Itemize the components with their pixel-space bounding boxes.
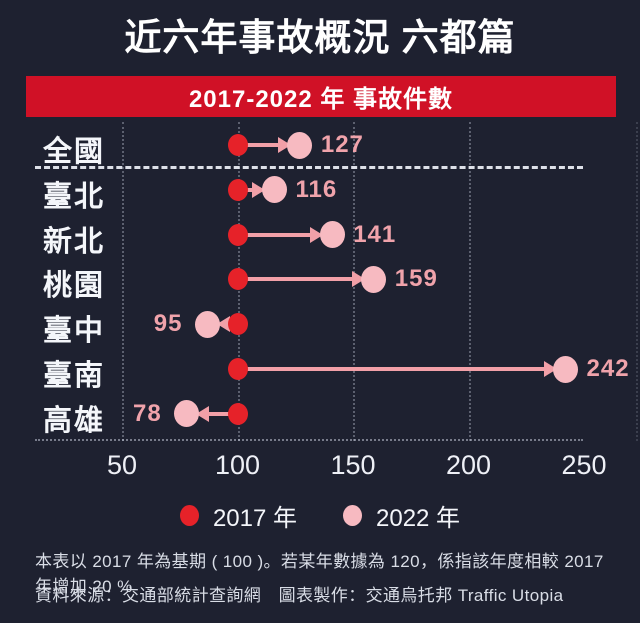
dot-2017 <box>227 313 248 336</box>
x-axis-line <box>35 439 583 441</box>
nationwide-separator-line <box>35 166 583 170</box>
value-label: 95 <box>153 310 183 338</box>
plot-right-border <box>636 122 638 441</box>
value-label: 127 <box>320 131 364 158</box>
category-label: 高雄 <box>42 404 105 437</box>
dot-2022 <box>319 221 345 249</box>
value-label: 116 <box>295 175 338 203</box>
dot-2017 <box>227 134 248 156</box>
arrow-line <box>237 277 362 282</box>
dot-2017 <box>227 358 248 381</box>
subtitle-banner-label: 2017-2022 年 事故件數 <box>188 86 454 113</box>
footnote-source-credit: 資料來源：交通部統計查詢網 圖表製作：交通烏托邦 Traffic Utopia <box>35 586 564 605</box>
x-axis-tick-label: 150 <box>330 450 376 480</box>
dot-2022 <box>195 310 220 338</box>
category-label: 臺中 <box>42 315 105 348</box>
category-label: 臺北 <box>42 180 105 213</box>
dot-2022 <box>174 400 200 428</box>
value-label: 78 <box>132 399 162 427</box>
dot-2017 <box>227 178 248 201</box>
dot-2022 <box>361 265 387 293</box>
arrow-head-icon <box>216 316 230 333</box>
dot-2022 <box>553 355 579 383</box>
footnote-baseline-note: 本表以 2017 年為基期 ( 100 )。若某年數據為 120，係指該年度相較… <box>35 552 604 596</box>
category-label: 桃園 <box>42 270 105 303</box>
value-label: 159 <box>394 265 438 293</box>
legend-label: 2017 年 <box>212 504 297 532</box>
legend-item: 2022 年 <box>343 498 460 533</box>
arrow-line <box>198 411 238 416</box>
category-label: 新北 <box>42 225 105 258</box>
x-axis-tick-label: 250 <box>561 450 607 480</box>
dot-2022 <box>261 176 287 204</box>
dot-2017 <box>227 223 248 246</box>
x-axis-tick-label: 100 <box>214 450 261 480</box>
x-axis-tick-label: 50 <box>106 450 138 480</box>
arrow-line <box>237 143 288 147</box>
gridline <box>468 122 471 441</box>
legend-dot-icon <box>179 504 199 526</box>
arrow-head-icon <box>195 405 209 422</box>
page-title: 近六年事故概況 六都篇 <box>124 17 516 58</box>
arrow-line <box>237 187 263 192</box>
gridline <box>122 122 124 441</box>
arrow-line <box>237 367 554 372</box>
dot-2017 <box>227 268 248 291</box>
legend-item: 2017 年 <box>179 498 297 533</box>
arrow-line <box>237 232 321 237</box>
category-label: 臺南 <box>42 360 105 393</box>
chart-legend: 2017 年 2022 年 <box>0 498 640 532</box>
dot-2022 <box>287 131 313 159</box>
legend-label: 2022 年 <box>376 504 461 532</box>
category-label: 全國 <box>42 136 105 168</box>
x-axis-tick-label: 200 <box>445 450 492 480</box>
subtitle-banner: 2017-2022 年 事故件數 <box>26 76 616 117</box>
value-label: 141 <box>353 220 397 248</box>
legend-dot-icon <box>343 504 362 526</box>
value-label: 242 <box>586 355 630 383</box>
dot-2017 <box>227 402 248 425</box>
